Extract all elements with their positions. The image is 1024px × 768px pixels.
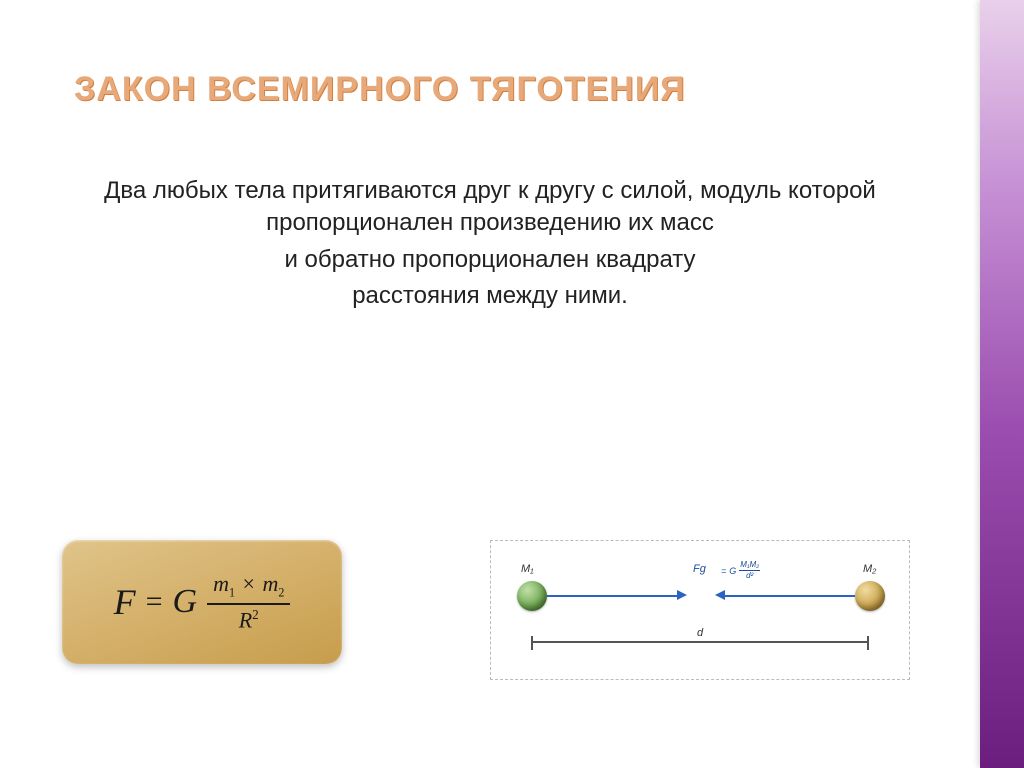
formula-fraction: m1 × m2 R2 [207,572,290,632]
formula-F: F [114,581,136,623]
mass-label-right: M₂ [863,563,876,575]
slide-title: ЗАКОН ВСЕМИРНОГО ТЯГОТЕНИЯ [74,70,686,109]
force-arrow-left [547,595,677,597]
formula-equals: = [146,585,163,619]
distance-line [531,641,869,643]
force-diagram: M₁ M₂ Fg = G M₁M₂ d² d [490,540,910,680]
force-arrow-right [725,595,855,597]
mass-ball-left [517,581,547,611]
mass-label-left: M₁ [521,563,534,575]
force-label: Fg [693,563,706,575]
body-line-1: Два любых тела притягиваются друг к друг… [90,175,890,240]
body-text: Два любых тела притягиваются друг к друг… [90,175,890,317]
mass-ball-right [855,581,885,611]
arrowhead-left-icon [715,590,725,600]
formula-denominator: R2 [239,605,259,633]
slide: ЗАКОН ВСЕМИРНОГО ТЯГОТЕНИЯ Два любых тел… [0,0,1024,768]
tiny-force-formula: = G M₁M₂ d² [721,561,760,580]
formula-box: F = G m1 × m2 R2 [62,540,342,664]
gravitation-formula: F = G m1 × m2 R2 [114,572,291,632]
arrowhead-right-icon [677,590,687,600]
distance-label: d [697,627,703,639]
formula-G: G [173,583,198,621]
formula-numerator: m1 × m2 [207,572,290,605]
body-line-2: и обратно пропорционален квадрату [90,244,890,276]
body-line-3: расстояния между ними. [90,280,890,312]
accent-bar [980,0,1024,768]
